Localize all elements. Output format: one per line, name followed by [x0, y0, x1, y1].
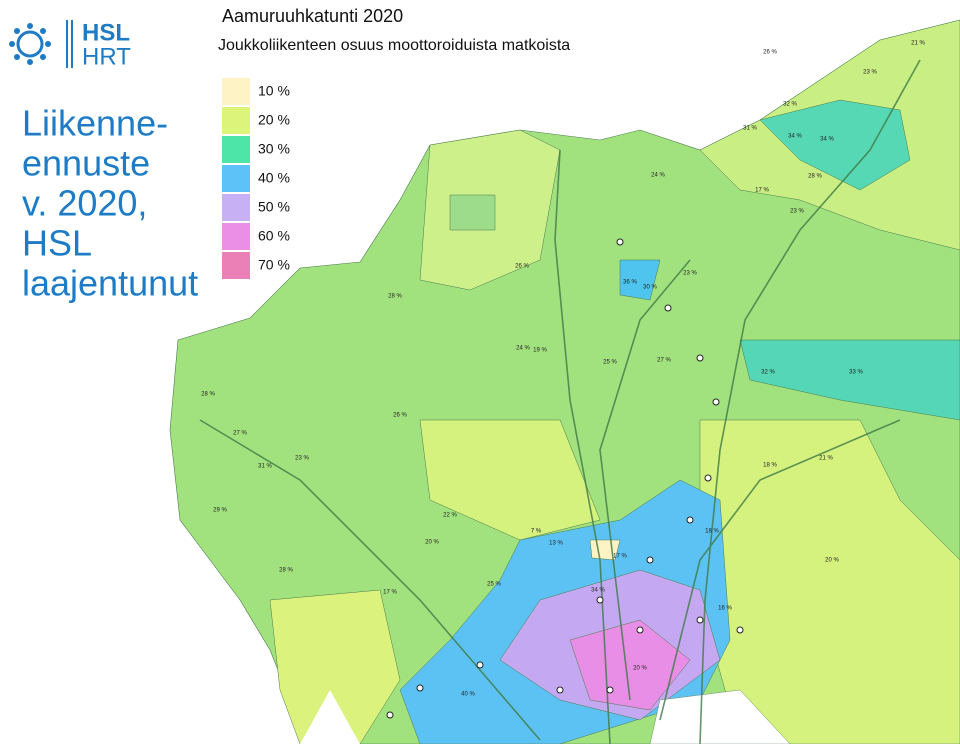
area-label: 7 % [531, 529, 542, 535]
station [386, 711, 394, 719]
area-label: 21 % [911, 41, 925, 47]
area-label: 23 % [790, 209, 804, 215]
area-label: 18 % [705, 529, 719, 535]
map-subtitle: Joukkoliikenteen osuus moottoroiduista m… [218, 37, 570, 54]
area-label: 26 % [393, 413, 407, 419]
area-label: 21 % [819, 456, 833, 462]
side-title: v. 2020, [22, 183, 147, 224]
map-land [169, 19, 960, 744]
area-label: 32 % [761, 370, 775, 376]
station [696, 354, 704, 362]
legend-label: 40 % [258, 170, 290, 186]
area-label: 34 % [591, 588, 605, 594]
area-label: 36 % [623, 280, 637, 286]
legend-swatch [222, 252, 250, 279]
logo-text: HRT [82, 43, 131, 70]
area-label: 20 % [633, 666, 647, 672]
station [736, 626, 744, 634]
area-label: 24 % [651, 173, 665, 179]
legend-swatch [222, 136, 250, 163]
station [616, 238, 624, 246]
station [696, 616, 704, 624]
side-title: ennuste [22, 143, 150, 184]
area-label: 18 % [763, 463, 777, 469]
area-label: 25 % [603, 360, 617, 366]
station [416, 684, 424, 692]
legend-label: 30 % [258, 141, 290, 157]
station [704, 474, 712, 482]
legend-label: 60 % [258, 228, 290, 244]
legend-swatch [222, 194, 250, 221]
area-label: 25 % [487, 582, 501, 588]
area-label: 28 % [279, 568, 293, 574]
area-label: 28 % [388, 294, 402, 300]
station [556, 686, 564, 694]
legend-swatch [222, 223, 250, 250]
legend-label: 10 % [258, 83, 290, 99]
area-label: 29 % [213, 508, 227, 514]
side-title: laajentunut [22, 263, 198, 304]
area-label: 19 % [533, 348, 547, 354]
legend-label: 70 % [258, 257, 290, 273]
area-label: 40 % [461, 692, 475, 698]
legend-swatch [222, 165, 250, 192]
legend-swatch [222, 78, 250, 105]
area-label: 31 % [743, 126, 757, 132]
area-label: 17 % [613, 554, 627, 560]
area-label: 32 % [783, 102, 797, 108]
legend-label: 20 % [258, 112, 290, 128]
side-title: Liikenne- [22, 103, 168, 144]
area-label: 20 % [425, 540, 439, 546]
area-label: 30 % [643, 285, 657, 291]
station [476, 661, 484, 669]
area-label: 17 % [383, 590, 397, 596]
station [712, 398, 720, 406]
side-title: HSL [22, 223, 92, 264]
area-label: 23 % [683, 271, 697, 277]
area-label: 26 % [515, 264, 529, 270]
legend-swatch [222, 107, 250, 134]
area-label: 20 % [825, 558, 839, 564]
legend-label: 50 % [258, 199, 290, 215]
area-label: 23 % [863, 70, 877, 76]
station [596, 596, 604, 604]
station [636, 626, 644, 634]
area-label: 13 % [549, 541, 563, 547]
area-label: 22 % [443, 513, 457, 519]
area-label: 33 % [849, 370, 863, 376]
area-label: 16 % [718, 606, 732, 612]
station [606, 686, 614, 694]
area-label: 34 % [820, 137, 834, 143]
roads [199, 59, 921, 744]
area-label: 34 % [788, 134, 802, 140]
area-label: 31 % [258, 464, 272, 470]
logo-text: HSL [82, 19, 130, 46]
logo: HSL HRT [9, 19, 131, 70]
area-label: 23 % [295, 456, 309, 462]
area-label: 28 % [201, 392, 215, 398]
area-label: 26 % [763, 50, 777, 56]
area-label: 24 % [516, 346, 530, 352]
map-title: Aamuruuhkatunti 2020 [222, 6, 403, 26]
station [664, 304, 672, 312]
area-label: 17 % [755, 188, 769, 194]
area-label: 28 % [808, 174, 822, 180]
station [686, 516, 694, 524]
area-label: 27 % [657, 358, 671, 364]
area-label: 27 % [233, 431, 247, 437]
station [646, 556, 654, 564]
